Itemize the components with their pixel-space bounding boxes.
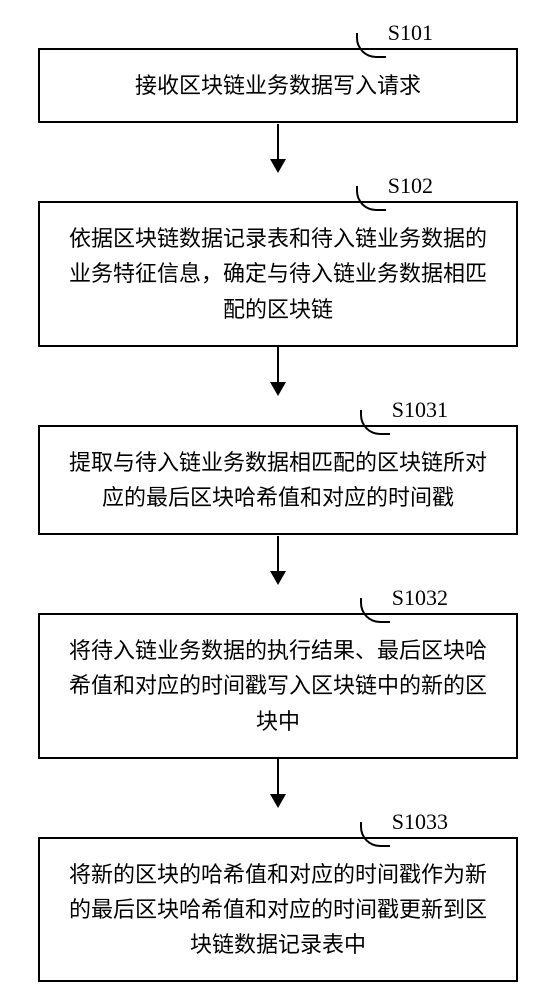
flowchart-container: S101 接收区块链业务数据写入请求 S102 依据区块链数据记录表和待入链业务… xyxy=(35,20,521,982)
arrow-3 xyxy=(270,535,286,585)
arrow-2 xyxy=(270,347,286,397)
label-row-1: S101 xyxy=(38,20,518,46)
box-text: 依据区块链数据记录表和待入链业务数据的业务特征信息，确定与待入链业务数据相匹配的… xyxy=(60,221,496,327)
step-label-text: S102 xyxy=(388,173,433,198)
label-row-5: S1033 xyxy=(38,809,518,835)
flowchart-box-s1031: 提取与待入链业务数据相匹配的区块链所对应的最后区块哈希值和对应的时间戳 xyxy=(38,425,518,535)
flowchart-box-s101: 接收区块链业务数据写入请求 xyxy=(38,48,518,123)
arrow-line-icon xyxy=(277,347,279,382)
step-label-s1031: S1031 xyxy=(392,397,448,423)
arrow-head-icon xyxy=(270,159,286,173)
box-text: 接收区块链业务数据写入请求 xyxy=(135,68,421,103)
flowchart-box-s1033: 将新的区块的哈希值和对应的时间戳作为新的最后区块哈希值和对应的时间戳更新到区块链… xyxy=(38,837,518,983)
label-row-3: S1031 xyxy=(38,397,518,423)
step-label-text: S101 xyxy=(388,20,433,45)
arrow-head-icon xyxy=(270,382,286,396)
arrow-line-icon xyxy=(277,124,279,159)
step-label-s101: S101 xyxy=(388,20,433,46)
step-label-s102: S102 xyxy=(388,173,433,199)
label-row-4: S1032 xyxy=(38,585,518,611)
step-label-text: S1031 xyxy=(392,397,448,422)
arrow-4 xyxy=(270,759,286,809)
step-label-s1033: S1033 xyxy=(392,809,448,835)
arrow-head-icon xyxy=(270,571,286,585)
arrow-head-icon xyxy=(270,794,286,808)
step-label-text: S1033 xyxy=(392,809,448,834)
step-label-text: S1032 xyxy=(392,585,448,610)
flowchart-box-s102: 依据区块链数据记录表和待入链业务数据的业务特征信息，确定与待入链业务数据相匹配的… xyxy=(38,201,518,347)
flowchart-box-s1032: 将待入链业务数据的执行结果、最后区块哈希值和对应的时间戳写入区块链中的新的区块中 xyxy=(38,613,518,759)
arrow-1 xyxy=(270,123,286,173)
box-text: 将新的区块的哈希值和对应的时间戳作为新的最后区块哈希值和对应的时间戳更新到区块链… xyxy=(60,857,496,963)
arrow-line-icon xyxy=(277,536,279,571)
box-text: 提取与待入链业务数据相匹配的区块链所对应的最后区块哈希值和对应的时间戳 xyxy=(60,445,496,515)
label-row-2: S102 xyxy=(38,173,518,199)
box-text: 将待入链业务数据的执行结果、最后区块哈希值和对应的时间戳写入区块链中的新的区块中 xyxy=(60,633,496,739)
arrow-line-icon xyxy=(277,759,279,794)
step-label-s1032: S1032 xyxy=(392,585,448,611)
